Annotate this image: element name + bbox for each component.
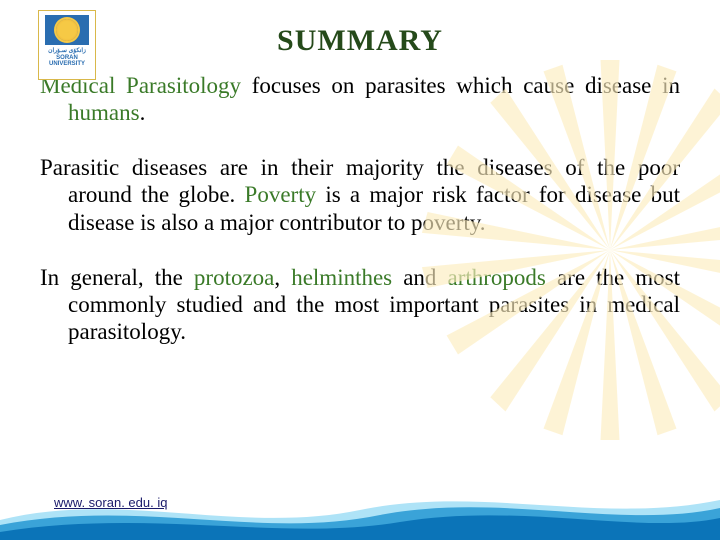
- paragraph-1: Medical Parasitology focuses on parasite…: [40, 72, 680, 126]
- logo-line1: زانكۆى سـۆران: [48, 48, 86, 55]
- body-text: In general, the: [40, 265, 194, 290]
- logo-badge: [45, 15, 89, 45]
- highlight-term: arthropods: [448, 265, 557, 290]
- highlight-term: protozoa: [194, 265, 274, 290]
- highlight-term: Poverty: [245, 182, 317, 207]
- paragraph-2: Parasitic diseases are in their majority…: [40, 154, 680, 235]
- slide: زانكۆى سـۆران SORAN UNIVERSITY SUMMARY M…: [0, 0, 720, 540]
- content-area: Medical Parasitology focuses on parasite…: [40, 72, 680, 345]
- paragraph-3: In general, the protozoa, helminthes and…: [40, 264, 680, 345]
- wave-decoration: [0, 480, 720, 540]
- logo-line3: UNIVERSITY: [48, 61, 86, 68]
- logo-line2: SORAN: [48, 55, 86, 62]
- sun-icon: [56, 19, 78, 41]
- body-text: focuses on parasites which cause disease…: [241, 73, 680, 98]
- university-logo: زانكۆى سـۆران SORAN UNIVERSITY: [38, 10, 96, 80]
- highlight-term: humans: [68, 100, 140, 125]
- page-title: SUMMARY: [40, 24, 680, 58]
- highlight-term: helminthes: [291, 265, 403, 290]
- body-text: ,: [274, 265, 291, 290]
- body-text: .: [140, 100, 146, 125]
- logo-text: زانكۆى سـۆران SORAN UNIVERSITY: [48, 48, 86, 68]
- body-text: and: [403, 265, 447, 290]
